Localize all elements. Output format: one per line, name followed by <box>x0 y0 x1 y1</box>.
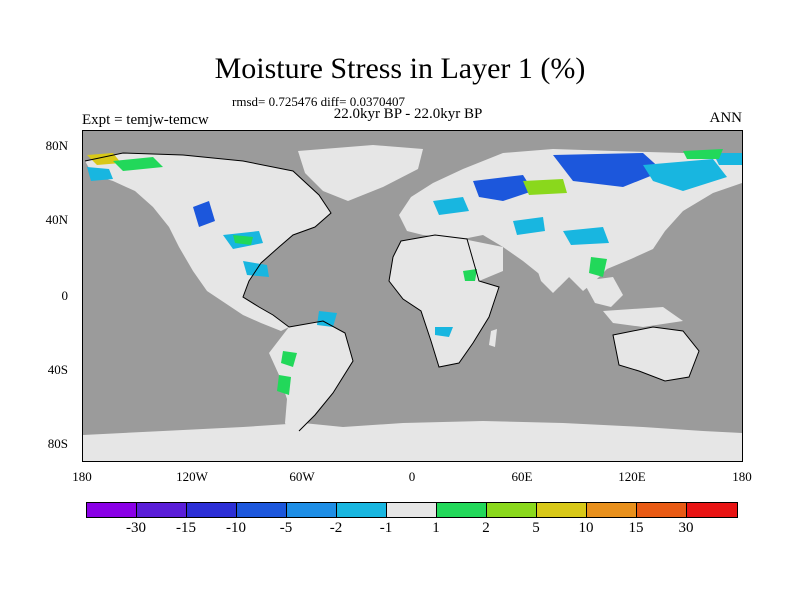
season-label: ANN <box>709 110 743 126</box>
y-tick-label: 80S <box>47 436 68 451</box>
colorbar-swatch <box>687 503 737 517</box>
landmass-greenland <box>298 145 423 201</box>
colorbar-swatch <box>187 503 237 517</box>
x-tick-label: 180 <box>732 469 752 484</box>
patch-na-green <box>233 235 253 245</box>
patch-africa-cyan <box>435 327 453 337</box>
patch-sa-green2 <box>277 375 291 395</box>
landmass-north-america <box>85 153 331 331</box>
patch-eurasia-cyan3 <box>513 217 545 235</box>
landmass-madagascar <box>489 329 497 347</box>
period-text: 22.0kyr BP - 22.0kyr BP <box>333 106 483 122</box>
patch-arctic-green2 <box>683 149 723 159</box>
plot-title: Moisture Stress in Layer 1 (%) <box>214 52 586 85</box>
colorbar-label: 15 <box>628 520 644 536</box>
colorbar-label: -30 <box>126 520 146 536</box>
colorbar-label: 5 <box>532 520 540 536</box>
colorbar-swatch <box>287 503 337 517</box>
patch-asia-green <box>589 257 607 277</box>
x-tick-label: 60W <box>289 469 315 484</box>
patch-arctic-cyan <box>713 153 742 165</box>
patch-eurasia-blue2 <box>553 153 663 187</box>
colorbar-swatch <box>137 503 187 517</box>
experiment-label: Expt = temjw-temcw <box>82 112 209 128</box>
colorbar-label: -1 <box>379 520 393 536</box>
x-tick-label: 120W <box>176 469 208 484</box>
colorbar <box>86 502 738 518</box>
x-tick-label: 0 <box>408 469 416 484</box>
x-tick-label: 60E <box>511 469 533 484</box>
colorbar-swatch <box>587 503 637 517</box>
landmass-india <box>531 251 569 293</box>
y-tick-label: 80N <box>45 138 68 153</box>
landmass-antarctica <box>83 421 742 461</box>
colorbar-swatch <box>637 503 687 517</box>
patch-africa-green <box>463 269 477 281</box>
patch-eurasia-cyan2 <box>433 197 469 215</box>
patch-sa-green <box>281 351 297 367</box>
colorbar-label: 1 <box>432 520 440 536</box>
patch-eurasia-cyan <box>643 159 727 191</box>
map-panel <box>82 130 743 462</box>
patch-asia-cyan <box>563 227 609 245</box>
colorbar-swatch <box>237 503 287 517</box>
x-tick-label: 120E <box>618 469 646 484</box>
patch-alaska-cyan <box>87 167 113 181</box>
patch-arctic-green <box>113 157 163 171</box>
colorbar-label: -10 <box>226 520 246 536</box>
patch-arctic-yellow <box>87 153 121 165</box>
colorbar-label: 10 <box>578 520 594 536</box>
colorbar-label: -15 <box>176 520 196 536</box>
y-tick-label: 0 <box>61 288 69 303</box>
colorbar-swatch <box>337 503 387 517</box>
patch-na-blue <box>193 201 215 227</box>
world-map <box>83 145 742 461</box>
colorbar-swatch <box>87 503 137 517</box>
landmass-maritime <box>603 307 683 327</box>
stats-text: rmsd= 0.725476 diff= 0.0370407 <box>232 94 405 109</box>
colorbar-label: -5 <box>279 520 293 536</box>
y-tick-label: 40N <box>45 212 68 227</box>
landmass-africa <box>389 235 499 367</box>
landmass-australia <box>613 327 699 381</box>
colorbar-swatch <box>537 503 587 517</box>
x-tick-label: 180 <box>72 469 92 484</box>
y-tick-label: 40S <box>47 362 68 377</box>
coastline-outline <box>84 152 700 432</box>
colorbar-swatch <box>487 503 537 517</box>
patch-mexico-cyan <box>243 261 269 277</box>
colorbar-label: -2 <box>329 520 343 536</box>
colorbar-swatch <box>387 503 437 517</box>
colorbar-swatch <box>437 503 487 517</box>
patch-eurasia-blue <box>473 175 533 201</box>
patch-sa-cyan <box>317 311 337 327</box>
colorbar-label: 2 <box>482 520 490 536</box>
landmass-southeast-asia <box>583 277 623 307</box>
colorbar-label: 30 <box>678 520 694 536</box>
patch-eurasia-green <box>523 179 567 195</box>
landmass-south-america <box>269 321 353 437</box>
